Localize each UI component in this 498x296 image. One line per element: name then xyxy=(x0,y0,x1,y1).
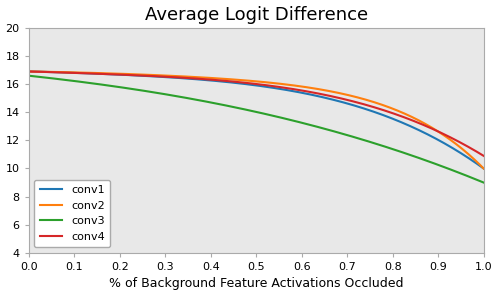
conv2 xyxy=(338,92,344,95)
conv3 xyxy=(481,181,487,184)
X-axis label: % of Background Feature Activations Occluded: % of Background Feature Activations Occl… xyxy=(109,277,403,290)
conv3 xyxy=(210,101,216,104)
conv4 xyxy=(226,79,232,83)
conv4 xyxy=(210,78,216,82)
conv3 xyxy=(388,147,394,151)
conv4 xyxy=(26,70,32,73)
conv2 xyxy=(388,107,394,110)
conv3 xyxy=(72,79,78,83)
conv2 xyxy=(226,77,232,81)
Legend: conv1, conv2, conv3, conv4: conv1, conv2, conv3, conv4 xyxy=(34,180,110,247)
conv3 xyxy=(380,144,386,148)
conv4 xyxy=(388,111,394,115)
conv1 xyxy=(481,167,487,170)
conv2 xyxy=(210,76,216,80)
conv2 xyxy=(380,104,386,107)
conv4 xyxy=(481,154,487,157)
conv2 xyxy=(481,167,487,170)
Line: conv1: conv1 xyxy=(29,71,484,168)
conv4 xyxy=(338,97,344,100)
Line: conv2: conv2 xyxy=(29,71,484,168)
conv4 xyxy=(380,108,386,112)
conv1 xyxy=(72,71,78,75)
conv3 xyxy=(338,132,344,135)
conv1 xyxy=(388,117,394,120)
conv1 xyxy=(210,79,216,82)
Line: conv4: conv4 xyxy=(29,71,484,156)
conv1 xyxy=(338,100,344,104)
Line: conv3: conv3 xyxy=(29,76,484,183)
conv1 xyxy=(26,70,32,73)
Title: Average Logit Difference: Average Logit Difference xyxy=(144,6,368,24)
conv4 xyxy=(72,71,78,75)
conv1 xyxy=(380,113,386,117)
conv2 xyxy=(26,70,32,73)
conv3 xyxy=(226,104,232,108)
conv1 xyxy=(226,81,232,84)
conv2 xyxy=(72,71,78,74)
conv3 xyxy=(26,74,32,78)
